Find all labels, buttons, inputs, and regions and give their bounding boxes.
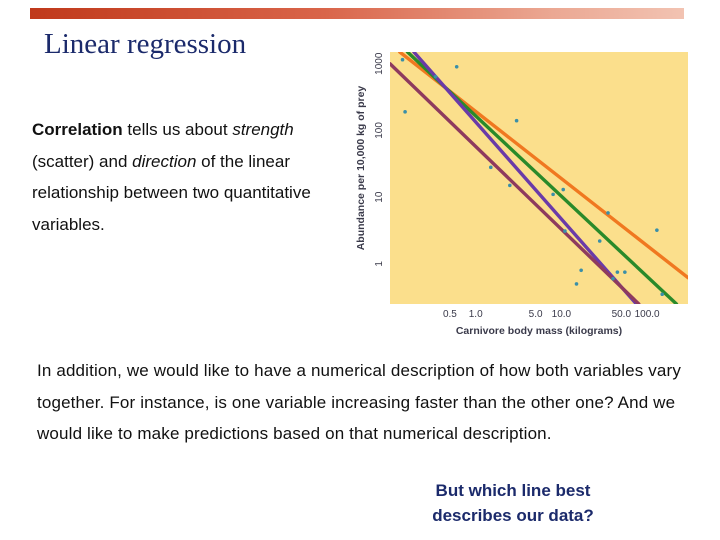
y-tick-label: 100 [374, 122, 385, 139]
data-point [655, 228, 659, 232]
data-point [615, 270, 620, 274]
y-axis-label: Abundance per 10,000 kg of prey [355, 86, 367, 251]
x-axis-label: Carnivore body mass (kilograms) [456, 325, 622, 337]
x-tick-label: 50.0 [612, 309, 632, 320]
data-point [563, 229, 567, 233]
data-point [623, 270, 627, 274]
data-point [579, 268, 583, 273]
direction-term: direction [132, 151, 197, 171]
scatter-chart: 0.5 1.0 5.0 10.0 50.0 100.0 1 10 100 1000 Carnivor… [355, 52, 688, 337]
title-accent-bar [30, 8, 684, 19]
regression-line-4 [390, 62, 641, 304]
data-point [514, 118, 519, 123]
data-point [433, 74, 438, 79]
x-tick-label: 100.0 [635, 309, 660, 320]
y-tick-label: 10 [374, 191, 385, 203]
data-point [611, 276, 615, 281]
x-tick-label: 0.5 [443, 309, 457, 320]
intro-text-3: of the linear relationship between two q… [32, 151, 311, 234]
data-point [403, 110, 407, 114]
intro-paragraph: Correlation tells us about strength (sca… [32, 114, 332, 240]
data-point [561, 187, 566, 192]
strength-term: strength [232, 120, 294, 139]
data-point [597, 239, 602, 243]
data-point [508, 183, 512, 188]
data-point [660, 292, 665, 297]
intro-text-2: (scatter) and [32, 151, 133, 171]
x-tick-label: 10.0 [552, 309, 572, 320]
data-point [551, 192, 555, 197]
x-tick-label: 5.0 [529, 309, 543, 320]
regression-line-3 [412, 52, 639, 304]
data-point [606, 211, 610, 215]
data-point [454, 64, 459, 69]
slide-title: Linear regression [44, 28, 247, 60]
plot-marks [390, 52, 688, 304]
addition-paragraph: In addition, we would like to have a num… [37, 361, 681, 444]
correlation-term: Correlation [32, 120, 123, 139]
data-point [400, 57, 405, 62]
x-tick-label: 1.0 [469, 309, 483, 320]
data-point [574, 282, 579, 286]
intro-text-1: tells us about [122, 120, 233, 139]
data-point [488, 165, 493, 170]
question-text: But which line best describes our data? [432, 481, 594, 525]
plot-background [390, 52, 688, 304]
y-tick-label: 1 [374, 261, 385, 267]
y-tick-label: 1000 [374, 52, 385, 75]
